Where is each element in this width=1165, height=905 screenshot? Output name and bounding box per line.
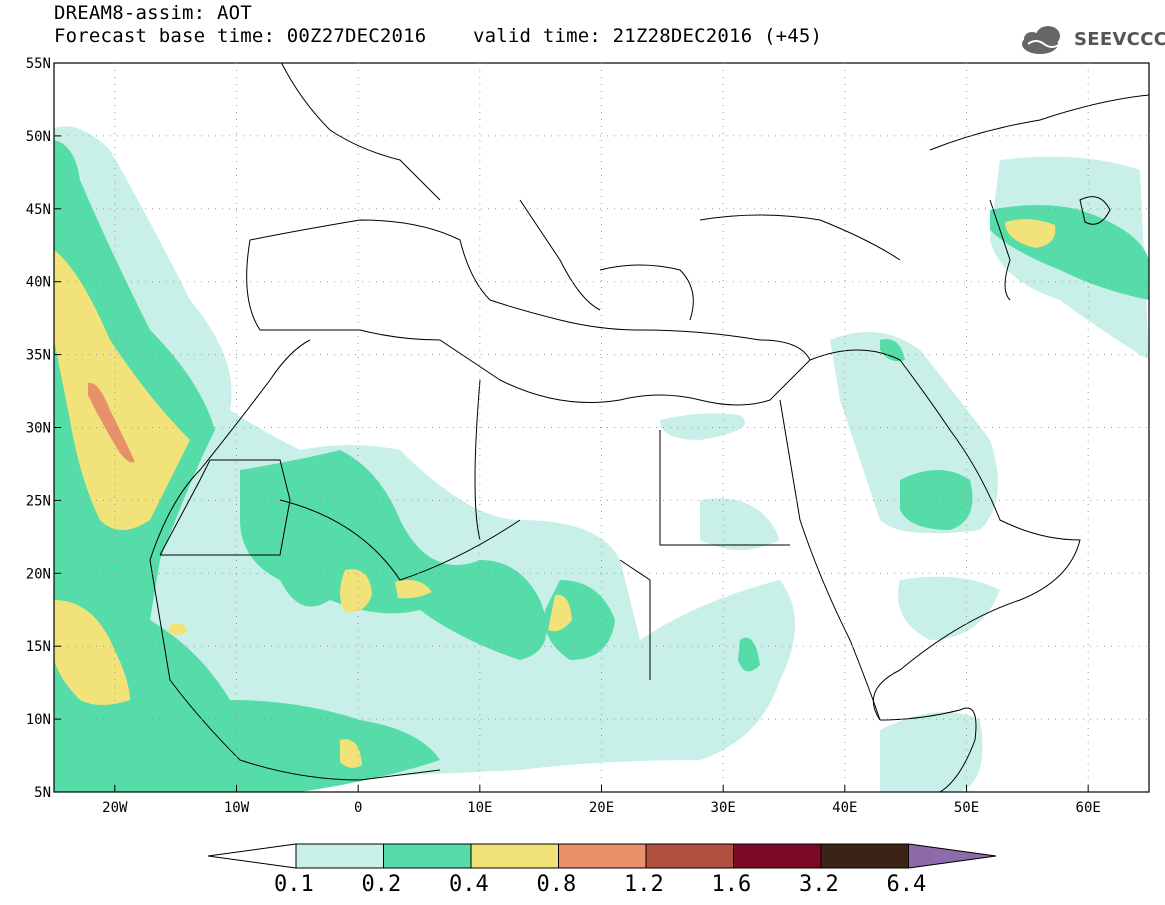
lat-label: 20N [26, 566, 51, 582]
lon-label: 10E [467, 800, 492, 816]
lon-label: 10W [224, 800, 250, 816]
lon-label: 50E [954, 800, 979, 816]
lon-label: 20W [102, 800, 128, 816]
lat-label: 35N [26, 348, 51, 364]
logo-text: SEEVCCC [1074, 29, 1165, 50]
lat-label: 45N [26, 202, 51, 218]
longitude-labels: 20W 10W 0 10E 20E 30E 40E 50E 60E [102, 800, 1101, 816]
colorbar-swatch [470, 843, 559, 869]
lon-label: 40E [832, 800, 857, 816]
lon-label: 20E [589, 800, 614, 816]
colorbar-swatch [558, 843, 647, 869]
colorbar-swatch [820, 843, 909, 869]
lon-label: 30E [711, 800, 736, 816]
lat-label: 10N [26, 712, 51, 728]
lat-label: 40N [26, 275, 51, 291]
lat-label: 50N [26, 129, 51, 145]
aot-field [54, 126, 1149, 792]
colorbar-label: 6.4 [886, 872, 927, 897]
lon-label: 60E [1076, 800, 1101, 816]
aot-level-0.4 [54, 219, 1056, 768]
colorbar-label: 0.8 [536, 872, 577, 897]
lat-label: 15N [26, 639, 51, 655]
colorbar-label: 1.6 [711, 872, 752, 897]
colorbar-label: 0.1 [274, 872, 314, 897]
colorbar-swatch [645, 843, 734, 869]
colorbar-label: 0.2 [361, 872, 402, 897]
lat-label: 5N [34, 785, 51, 801]
colorbar-high-arrow [908, 843, 997, 869]
lat-label: 30N [26, 421, 51, 437]
aot-level-0.8 [88, 382, 135, 463]
colorbar [207, 843, 997, 869]
seevccc-logo [1022, 26, 1061, 54]
colorbar-swatch [295, 843, 384, 869]
colorbar-swatch [383, 843, 472, 869]
latitude-labels: 55N 50N 45N 40N 35N 30N 25N 20N 15N 10N 5N [26, 56, 51, 801]
lat-label: 55N [26, 56, 51, 72]
lon-label: 0 [354, 800, 362, 816]
cloud-icon [1022, 26, 1061, 54]
map-title: DREAM8-assim: AOT [54, 2, 252, 24]
colorbar-low-arrow [207, 843, 297, 869]
colorbar-label: 0.4 [449, 872, 489, 897]
graticule [54, 62, 1149, 793]
colorbar-label: 3.2 [799, 872, 839, 897]
colorbar-swatch [733, 843, 822, 869]
coastlines [149, 63, 1149, 792]
forecast-time-line: Forecast base time: 00Z27DEC2016 valid t… [54, 25, 823, 47]
lat-label: 25N [26, 493, 51, 509]
colorbar-label: 1.2 [624, 872, 664, 897]
